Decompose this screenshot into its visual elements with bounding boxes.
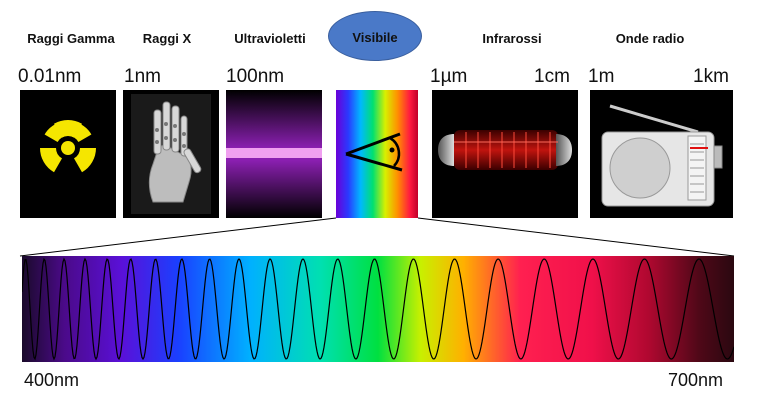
xray-panel <box>123 90 219 218</box>
heating-element-icon <box>438 130 572 170</box>
visible-spectrum-band <box>22 256 734 362</box>
spectrum-end-label: 700nm <box>668 370 724 390</box>
xray-label: Raggi X <box>142 31 192 46</box>
radio-panel <box>590 90 733 218</box>
ultraviolet-label: Ultravioletti <box>234 31 306 46</box>
uv-light-icon <box>226 90 322 218</box>
eye-icon <box>336 90 418 218</box>
radio-wave-label: Onde radio <box>615 31 685 46</box>
scale-radio-start: 1m <box>588 66 615 87</box>
infrared-label: Infrarossi <box>482 31 542 46</box>
radiation-icon <box>40 120 97 173</box>
visible-panel <box>336 90 418 218</box>
visible-label: Visibile <box>352 30 398 45</box>
spectrum-start-label: 400nm <box>24 370 80 390</box>
scale-ir-start: 1µm <box>430 66 468 87</box>
gamma-panel <box>20 90 116 218</box>
scale-xray: 1nm <box>124 66 161 87</box>
scale-ir-end: 1cm <box>534 66 570 87</box>
scale-radio-end: 1km <box>693 66 729 87</box>
gamma-ray-label: Raggi Gamma <box>27 31 115 46</box>
xray-hand-icon <box>131 94 211 214</box>
infrared-panel <box>432 90 578 218</box>
scale-gamma: 0.01nm <box>18 66 82 87</box>
ultraviolet-panel <box>226 90 322 218</box>
scale-uv: 100nm <box>226 66 285 87</box>
spectrum-wave <box>22 256 734 362</box>
visible-highlight-ellipse <box>328 11 422 61</box>
radio-icon <box>601 104 723 207</box>
